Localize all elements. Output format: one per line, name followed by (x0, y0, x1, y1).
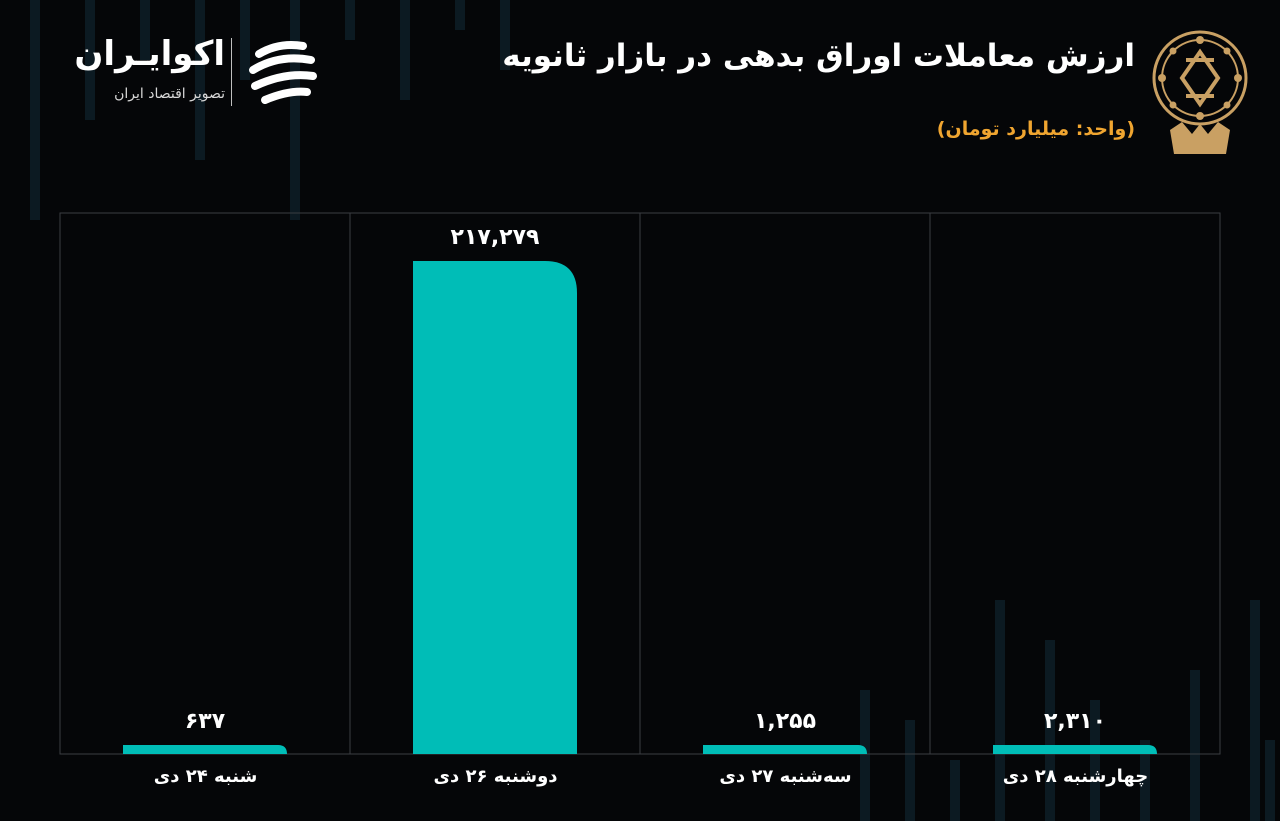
bar-4 (993, 745, 1157, 754)
value-label-3: ۱,۲۵۵ (753, 709, 817, 734)
x-tick-label-4: چهارشنبه ۲۸ دی (1002, 766, 1149, 787)
value-label-1: ۶۳۷ (184, 709, 226, 734)
value-label-4: ۲,۳۱۰ (1043, 709, 1107, 734)
background-candle (1090, 700, 1100, 821)
brand-name: اکوایـران (74, 34, 225, 74)
background-candle (400, 0, 410, 100)
brand-logo-icon (249, 41, 317, 104)
x-tick-label-1: شنبه ۲۴ دی (153, 766, 258, 787)
brand-block: اکوایـران تصویر اقتصاد ایران (60, 34, 330, 114)
background-candle (140, 0, 150, 60)
bar-2 (413, 261, 577, 754)
background-candle (30, 0, 40, 220)
background-candle (905, 720, 915, 821)
background-candle (1045, 640, 1055, 821)
background-candle (455, 0, 465, 30)
background-candle (860, 690, 870, 821)
background-candle (85, 0, 95, 120)
background-candle (1190, 670, 1200, 821)
brand-tagline: تصویر اقتصاد ایران (114, 86, 225, 102)
background-candle (950, 760, 960, 821)
stock-exchange-logo-icon (1152, 30, 1248, 154)
brand-divider (231, 38, 232, 106)
background-candle (1265, 740, 1275, 821)
background-candle (500, 0, 510, 70)
background-candle (195, 0, 205, 160)
value-label-2: ۲۱۷,۲۷۹ (450, 225, 540, 250)
chart-title: ارزش معاملات اوراق بدهی در بازار ثانویه (502, 38, 1135, 74)
unit-label: (واحد: میلیارد تومان) (936, 118, 1135, 140)
x-tick-label-3: سه‌شنبه ۲۷ دی (719, 766, 852, 787)
x-tick-label-2: دوشنبه ۲۶ دی (433, 766, 558, 787)
background-candle (290, 0, 300, 220)
background-candle (345, 0, 355, 40)
background-candle (1140, 740, 1150, 821)
bar-1 (123, 745, 287, 754)
background-candle (1250, 600, 1260, 821)
bar-3 (703, 745, 867, 754)
background-candle (995, 600, 1005, 821)
background-candle (240, 0, 250, 80)
